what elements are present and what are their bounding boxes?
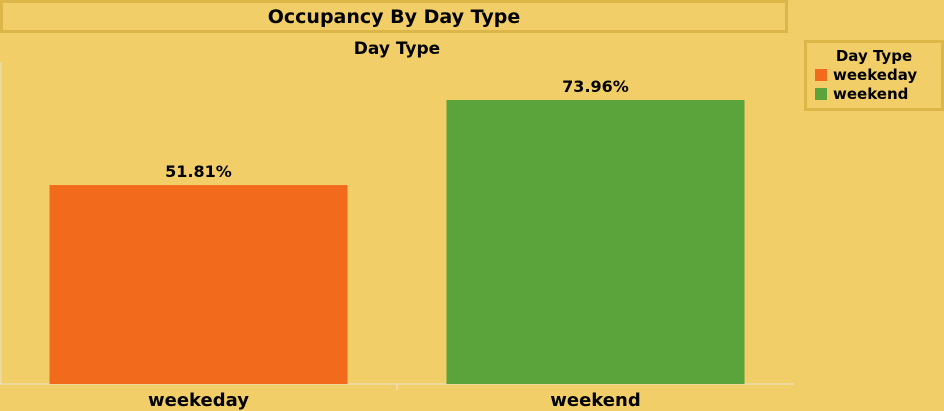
legend-swatch-weekend (815, 87, 827, 100)
legend-title: Day Type (835, 47, 913, 65)
legend: Day Type weekeday weekend (804, 40, 944, 111)
column-header-label: Day Type (353, 39, 441, 59)
bar-weekend[interactable] (446, 99, 745, 385)
data-label-weekend: 73.96% (562, 77, 629, 96)
legend-swatch-weekeday (815, 68, 827, 81)
bar-weekeday[interactable] (49, 185, 348, 384)
x-tick-label-weekend: weekend (550, 390, 640, 411)
legend-item-weekeday[interactable]: weekeday (815, 65, 941, 84)
x-tick-label-weekeday: weekeday (148, 390, 249, 411)
legend-label-weekeday: weekeday (833, 65, 918, 84)
chart-title: Occupancy By Day Type (0, 0, 788, 33)
legend-item-weekend[interactable]: weekend (815, 84, 941, 103)
data-label-weekeday: 51.81% (165, 162, 232, 181)
legend-label-weekend: weekend (833, 84, 909, 103)
